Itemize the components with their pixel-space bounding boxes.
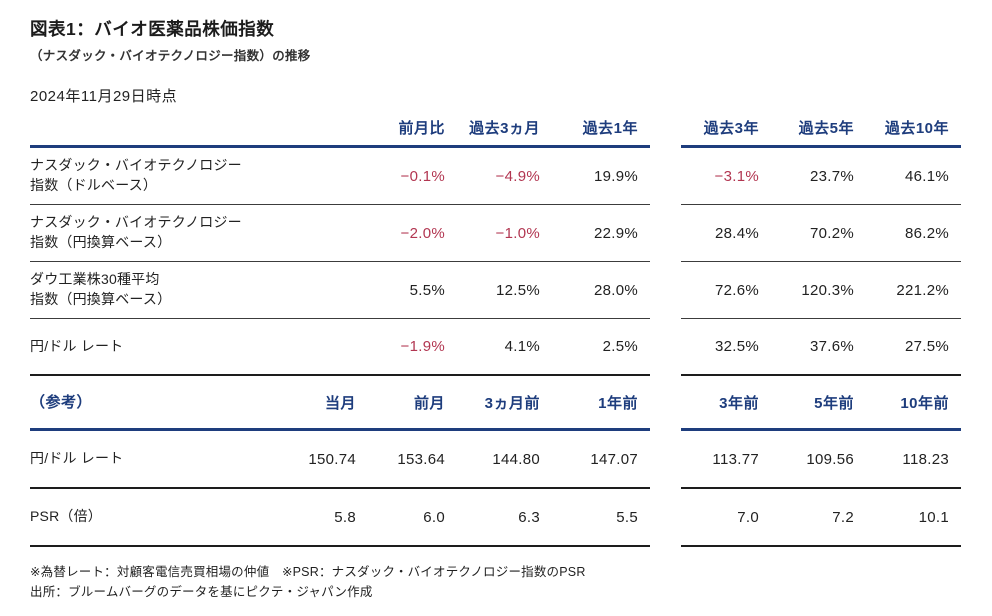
header-cell: 前月	[413, 394, 445, 412]
page-title: 図表1：バイオ医薬品株価指数	[30, 19, 275, 39]
value-cell: 19.9%	[593, 167, 638, 185]
header-cell: 当月	[324, 394, 356, 412]
value-cell: 147.07	[590, 450, 638, 468]
header-cell: 5年前	[814, 394, 854, 412]
value-cell: 7.2	[832, 508, 854, 526]
table-row: ナスダック・バイオテクノロジー 指数（円換算ベース） −2.0% −1.0% 2…	[30, 205, 961, 262]
value-cell: 22.9%	[593, 224, 638, 242]
table-row: ナスダック・バイオテクノロジー 指数（ドルベース） −0.1% −4.9% 19…	[30, 148, 961, 205]
value-cell: 7.0	[737, 508, 759, 526]
header-cell: 1年前	[598, 394, 638, 412]
as-of-date: 2024年11月29日時点	[30, 88, 178, 105]
footnote: ※為替レート：対顧客電信売買相場の仲値 ※PSR：ナスダック・バイオテクノロジー…	[30, 565, 586, 579]
value-cell: 32.5%	[714, 338, 759, 355]
value-cell: 118.23	[902, 450, 949, 468]
value-cell: 150.74	[308, 450, 356, 468]
value-cell: −4.9%	[495, 167, 540, 185]
footnotes: ※為替レート：対顧客電信売買相場の仲値 ※PSR：ナスダック・バイオテクノロジー…	[30, 562, 992, 602]
value-cell: 27.5%	[904, 338, 949, 355]
value-cell: 113.77	[712, 450, 759, 468]
header-cell: 過去10年	[884, 120, 949, 137]
value-cell: 5.5%	[409, 281, 445, 299]
header-cell: 3年前	[719, 394, 759, 412]
row-label: ダウ工業株30種平均 指数（円換算ベース）	[30, 271, 172, 307]
header-cell: 3ヵ月前	[484, 394, 540, 412]
value-cell: 6.3	[518, 508, 540, 526]
row-label: 円/ドル レート	[30, 337, 124, 354]
value-cell: −1.0%	[495, 224, 540, 242]
row-label: ナスダック・バイオテクノロジー 指数（円換算ベース）	[30, 214, 242, 250]
footnote: 出所：ブルームバーグのデータを基にピクテ・ジャパン作成	[30, 585, 373, 599]
header-cell: 過去3年	[703, 120, 759, 137]
value-cell: 28.0%	[593, 281, 638, 299]
value-cell: 5.8	[334, 508, 356, 526]
page-subtitle: （ナスダック・バイオテクノロジー指数）の推移	[30, 49, 311, 63]
value-cell: 109.56	[806, 450, 854, 468]
table-row: 円/ドル レート 150.74 153.64 144.80 147.07 113…	[30, 431, 961, 489]
table-row: ダウ工業株30種平均 指数（円換算ベース） 5.5% 12.5% 28.0% 7…	[30, 262, 961, 319]
data-table: 前月比 過去3ヵ月 過去1年 過去3年 過去5年 過去10年 ナスダック・バイオ…	[30, 115, 961, 547]
figure-container: 図表1：バイオ医薬品株価指数 （ナスダック・バイオテクノロジー指数）の推移 20…	[30, 19, 992, 602]
value-cell: 120.3%	[801, 281, 854, 299]
value-cell: 70.2%	[809, 224, 854, 242]
value-cell: 5.5	[616, 508, 638, 526]
value-cell: 221.2%	[896, 281, 949, 299]
table-row: PSR（倍） 5.8 6.0 6.3 5.5 7.0 7.2 10.1	[30, 489, 961, 547]
value-cell: 153.64	[397, 450, 445, 468]
value-cell: 2.5%	[602, 338, 638, 355]
header-cell: 過去3ヵ月	[469, 120, 540, 137]
value-cell: 86.2%	[904, 224, 949, 242]
header-cell: 10年前	[900, 394, 949, 412]
period-header-row: 前月比 過去3ヵ月 過去1年 過去3年 過去5年 過去10年	[30, 115, 961, 148]
value-cell: 72.6%	[714, 281, 759, 299]
value-cell: 28.4%	[714, 224, 759, 242]
value-cell: 46.1%	[904, 167, 949, 185]
reference-label: （参考）	[30, 393, 93, 411]
value-cell: −2.0%	[400, 224, 445, 242]
value-cell: 6.0	[423, 508, 445, 526]
value-cell: −1.9%	[400, 338, 445, 355]
value-cell: −0.1%	[400, 167, 445, 185]
header-cell: 過去1年	[582, 120, 638, 137]
reference-header-row: （参考） 当月 前月 3ヵ月前 1年前 3年前 5年前 10年前	[30, 376, 961, 431]
row-label: 円/ドル レート	[30, 450, 124, 467]
value-cell: 4.1%	[504, 338, 540, 355]
value-cell: 37.6%	[809, 338, 854, 355]
value-cell: 144.80	[492, 450, 540, 468]
value-cell: 23.7%	[809, 167, 854, 185]
value-cell: 10.1	[918, 508, 949, 526]
value-cell: −3.1%	[714, 167, 759, 185]
row-label: ナスダック・バイオテクノロジー 指数（ドルベース）	[30, 157, 242, 193]
header-cell: 前月比	[398, 120, 445, 137]
row-label: PSR（倍）	[30, 508, 102, 525]
header-cell: 過去5年	[798, 120, 854, 137]
table-row: 円/ドル レート −1.9% 4.1% 2.5% 32.5% 37.6% 27.…	[30, 319, 961, 376]
value-cell: 12.5%	[495, 281, 540, 299]
